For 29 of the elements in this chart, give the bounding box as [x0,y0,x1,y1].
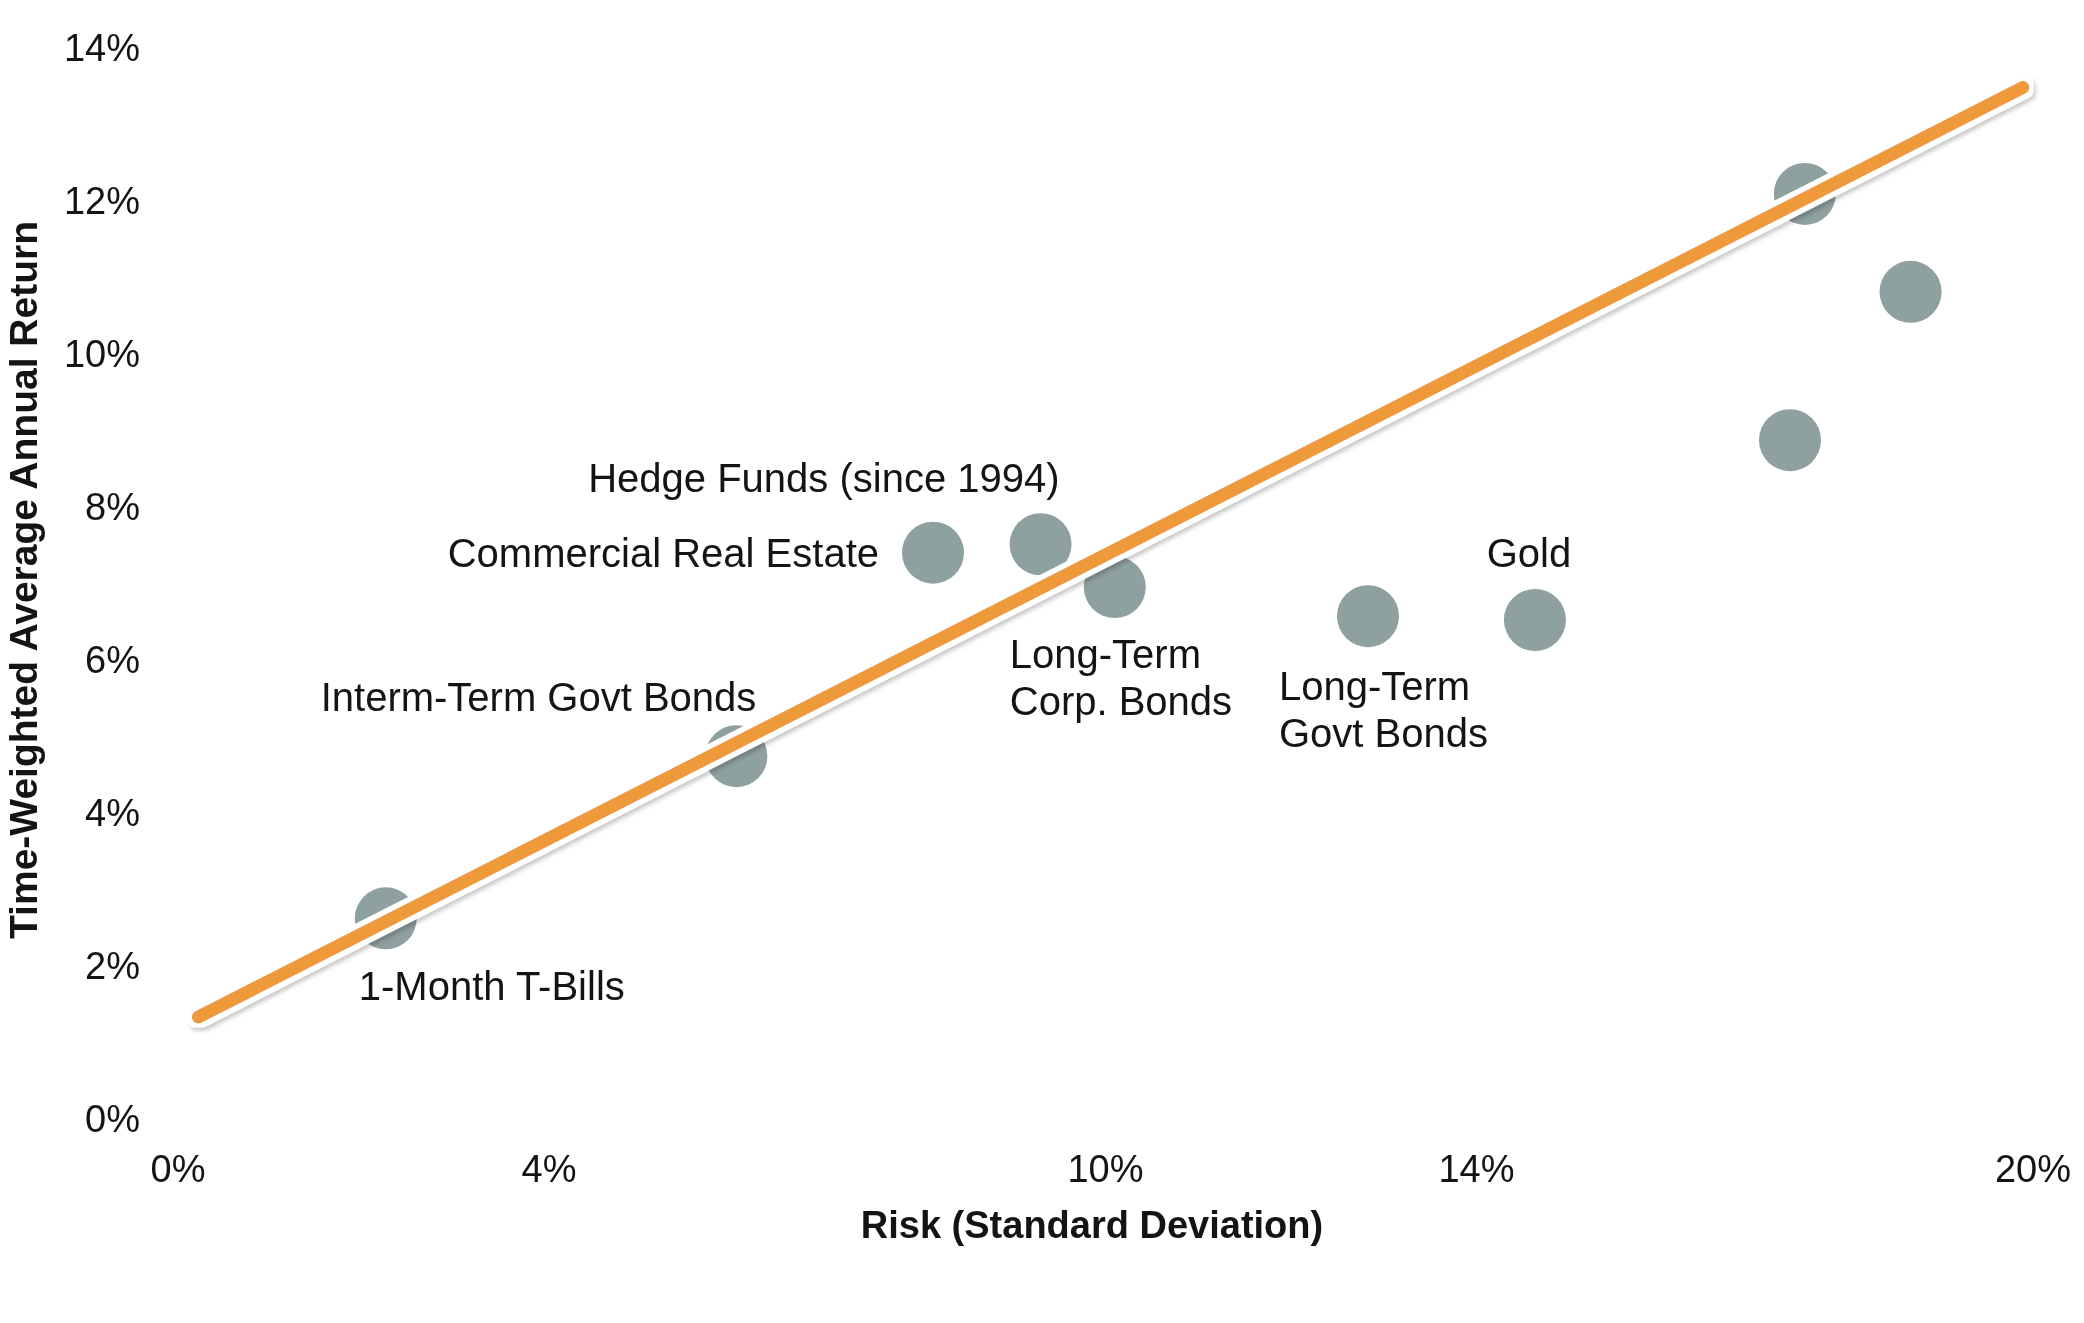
point [1009,513,1072,576]
x-tick-label: 20% [1994,1148,2072,1190]
series-label: Gold [1486,530,1572,575]
y-tick-label: 14% [63,26,140,69]
x-tick-label: 14% [1438,1148,1515,1190]
point [1758,409,1821,472]
series-label: Long-Term Govt Bonds [1278,664,1488,756]
y-tick-label: 6% [85,638,140,681]
point [1336,585,1399,648]
series-label: Hedge Funds (since 1994) [588,456,1060,501]
series-label: Long-Term Corp. Bonds [1009,632,1233,724]
y-axis-title: Time-Weighted Average Annual Return [2,221,45,939]
x-tick-label: 4% [521,1148,577,1190]
x-axis-title: Risk (Standard Deviation) [860,1204,1324,1246]
point [1503,588,1566,651]
point [901,521,964,584]
point [1879,260,1942,323]
y-tick-label: 2% [85,944,140,987]
y-tick-label: 0% [85,1097,140,1140]
y-tick-label: 8% [85,485,140,528]
y-tick-label: 4% [85,791,140,834]
x-tick-label: 10% [1067,1148,1144,1190]
y-tick-label: 12% [63,179,140,222]
series-label: Interm-Term Govt Bonds [320,675,757,720]
x-tick-label: 0% [150,1148,206,1190]
series-label: 1-Month T-Bills [358,964,625,1009]
series-label: Commercial Real Estate [447,530,879,575]
y-tick-label: 10% [63,332,140,375]
point [1083,556,1146,619]
